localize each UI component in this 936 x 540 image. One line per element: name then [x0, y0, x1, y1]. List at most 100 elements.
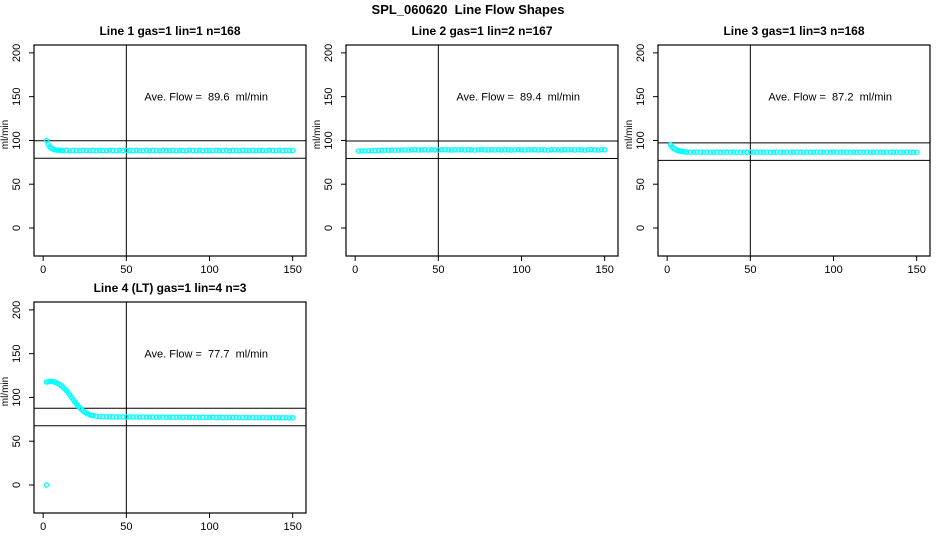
data-point — [103, 147, 110, 154]
data-point — [230, 147, 236, 154]
data-point — [717, 149, 724, 156]
data-point — [286, 415, 293, 421]
data-point — [857, 149, 863, 155]
data-point — [120, 148, 126, 154]
y-tick-label: 200 — [11, 44, 23, 62]
data-point — [442, 146, 448, 153]
data-point — [412, 147, 418, 153]
data-point — [883, 149, 890, 155]
flow-panel-line-3: 0 50 100 150 0 50 100 150 200 ml/min Line 3 gas=1 … — [624, 22, 936, 280]
data-point — [160, 414, 166, 420]
data-point — [100, 147, 106, 154]
x-tick-label: 50 — [120, 521, 132, 533]
data-point — [581, 147, 588, 153]
data-point — [170, 414, 176, 421]
data-point — [700, 149, 707, 156]
y-tick-label: 200 — [323, 44, 335, 62]
reference-lines — [346, 45, 618, 256]
data-point — [113, 414, 120, 420]
data-point — [814, 149, 820, 155]
data-point — [269, 415, 276, 421]
plot-box — [345, 44, 619, 257]
data-point — [216, 147, 223, 154]
data-point — [362, 148, 368, 154]
data-point — [243, 147, 249, 154]
y-tick-label: 150 — [11, 344, 23, 362]
data-point — [830, 149, 837, 155]
reference-lines — [34, 45, 306, 256]
plot-box — [33, 44, 307, 257]
data-point — [126, 147, 133, 154]
data-point — [183, 414, 189, 420]
data-points — [43, 378, 296, 488]
data-point — [392, 147, 398, 153]
data-point — [508, 147, 515, 153]
ave-flow-annotation: Ave. Flow = 77.7 ml/min — [144, 349, 268, 361]
data-point — [710, 149, 717, 156]
data-point — [432, 147, 438, 153]
data-point — [498, 147, 505, 153]
data-point — [595, 147, 601, 153]
panel-svg: 0 50 100 150 0 50 100 150 200 ml/min Line 2 gas=1 … — [312, 24, 619, 276]
data-point — [136, 414, 143, 420]
data-point — [289, 147, 296, 154]
data-point — [80, 147, 86, 153]
data-point — [163, 147, 170, 154]
x-tick-label: 50 — [744, 264, 756, 276]
data-point — [243, 414, 249, 421]
data-point — [824, 149, 830, 155]
data-point — [146, 414, 153, 420]
data-point — [213, 414, 219, 421]
data-point — [163, 414, 170, 420]
data-point — [502, 147, 508, 153]
data-point — [598, 147, 605, 153]
data-point — [398, 147, 405, 153]
data-point — [123, 414, 130, 420]
x-tick-label: 0 — [40, 521, 46, 533]
data-point — [774, 149, 780, 155]
data-point — [817, 149, 823, 156]
data-point — [76, 147, 83, 154]
y-axis-label: ml/min — [624, 120, 635, 149]
data-point — [223, 414, 229, 421]
data-point — [860, 149, 867, 156]
y-tick-label: 200 — [11, 301, 23, 319]
data-point — [847, 149, 853, 155]
data-point — [542, 147, 548, 153]
data-point — [86, 147, 93, 154]
panel-title: Line 1 gas=1 lin=1 n=168 — [99, 24, 240, 38]
data-point — [233, 414, 239, 421]
y-tick-label: 200 — [635, 44, 647, 62]
data-point — [216, 414, 223, 421]
chart-title: SPL_060620 Line Flow Shapes — [371, 2, 565, 17]
plot-box — [657, 44, 931, 257]
data-point — [571, 147, 578, 153]
data-point — [405, 147, 412, 153]
data-point — [913, 149, 920, 156]
data-point — [186, 147, 193, 153]
data-point — [206, 414, 213, 421]
data-point — [130, 414, 136, 420]
data-point — [767, 149, 774, 155]
data-point — [562, 147, 568, 153]
data-point — [448, 147, 455, 153]
data-point — [140, 147, 146, 154]
data-point — [495, 146, 501, 153]
data-point — [93, 148, 100, 154]
data-point — [770, 149, 777, 156]
y-tick-label: 0 — [323, 225, 335, 231]
data-point — [250, 414, 256, 421]
panel-title: Line 2 gas=1 lin=2 n=167 — [411, 24, 552, 38]
data-point — [518, 147, 525, 153]
data-point — [790, 149, 797, 156]
data-point — [150, 147, 156, 154]
data-point — [190, 147, 196, 154]
data-point — [273, 414, 279, 421]
data-point — [210, 147, 216, 154]
data-point — [385, 147, 392, 153]
data-point — [180, 147, 186, 154]
data-point — [458, 146, 465, 153]
data-point — [478, 146, 485, 153]
data-point — [113, 147, 120, 154]
data-point — [253, 414, 259, 421]
